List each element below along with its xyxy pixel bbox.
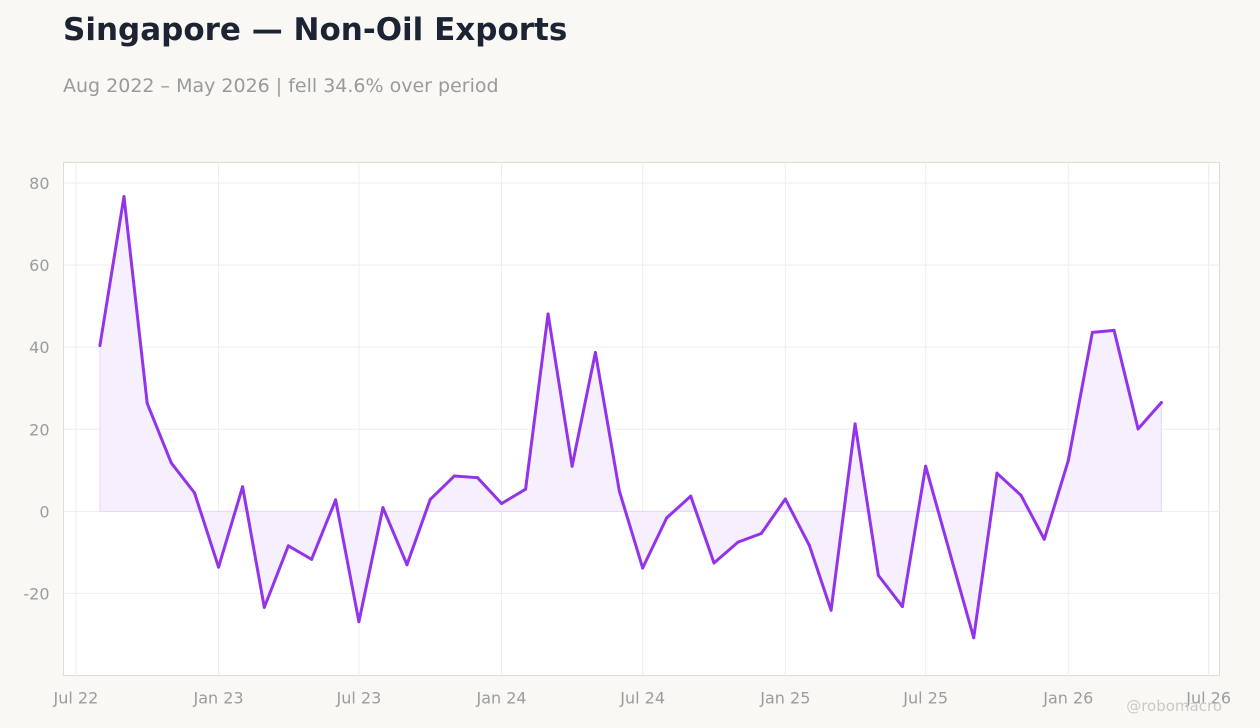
data-point: [217, 565, 221, 569]
data-point: [807, 543, 811, 547]
y-tick-label: 0: [39, 502, 49, 521]
data-point: [286, 544, 290, 548]
series-line: [98, 195, 1163, 640]
y-tick-label: 80: [29, 174, 49, 193]
data-points: [98, 195, 1163, 640]
x-tick-label: Jan 23: [193, 689, 244, 708]
data-point: [948, 550, 952, 554]
data-point: [452, 474, 456, 478]
data-point: [334, 498, 338, 502]
y-axis-tick-labels: 80 60 40 20 0 -20: [23, 174, 49, 603]
x-tick-label: Jul 22: [53, 689, 99, 708]
data-point: [924, 464, 928, 468]
chart-subtitle: Aug 2022 – May 2026 | fell 34.6% over pe…: [63, 75, 499, 97]
data-point: [405, 563, 409, 567]
x-axis-tick-labels: Jul 22 Jan 23 Jul 23 Jan 24 Jul 24 Jan 25 Jul …: [53, 689, 1231, 708]
x-tick-label: Jul 26: [1185, 689, 1231, 708]
plot-area: [63, 162, 1220, 676]
data-point: [524, 487, 528, 491]
data-point: [829, 608, 833, 612]
data-point: [476, 476, 480, 480]
data-point: [357, 620, 361, 624]
watermark: @robomacro: [1126, 697, 1222, 715]
data-point: [381, 506, 385, 510]
x-tick-label: Jan 26: [1042, 689, 1093, 708]
data-point: [1019, 493, 1023, 497]
data-point: [169, 461, 173, 465]
x-tick-label: Jul 23: [336, 689, 382, 708]
data-point: [1112, 328, 1116, 332]
data-point: [712, 561, 716, 565]
data-point: [617, 489, 621, 493]
data-point: [665, 516, 669, 520]
data-point: [876, 573, 880, 577]
data-point: [1090, 330, 1094, 334]
data-point: [593, 351, 597, 355]
data-point: [98, 344, 102, 348]
data-point: [122, 195, 126, 199]
y-tick-label: 60: [29, 256, 49, 275]
data-point: [689, 494, 693, 498]
data-point: [310, 557, 314, 561]
y-tick-label: 40: [29, 338, 49, 357]
data-point: [262, 605, 266, 609]
data-point: [428, 497, 432, 501]
data-point: [1159, 401, 1163, 405]
data-point: [570, 464, 574, 468]
chart-title: Singapore — Non-Oil Exports: [63, 12, 568, 48]
x-tick-label: Jul 25: [902, 689, 948, 708]
data-point: [736, 540, 740, 544]
data-point: [145, 401, 149, 405]
data-point: [641, 566, 645, 570]
data-point: [853, 422, 857, 426]
data-point: [1066, 458, 1070, 462]
y-tick-label: 20: [29, 420, 49, 439]
data-point: [193, 491, 197, 495]
data-point: [1042, 537, 1046, 541]
data-point: [759, 532, 763, 536]
data-point: [900, 605, 904, 609]
data-point: [995, 471, 999, 475]
x-tick-label: Jan 24: [476, 689, 527, 708]
data-point: [546, 312, 550, 316]
y-tick-label: -20: [23, 584, 49, 603]
data-point: [241, 485, 245, 489]
x-tick-label: Jul 24: [619, 689, 665, 708]
data-point: [1136, 427, 1140, 431]
data-point: [783, 497, 787, 501]
data-point: [972, 636, 976, 640]
data-point: [500, 502, 504, 506]
x-tick-label: Jan 25: [759, 689, 810, 708]
